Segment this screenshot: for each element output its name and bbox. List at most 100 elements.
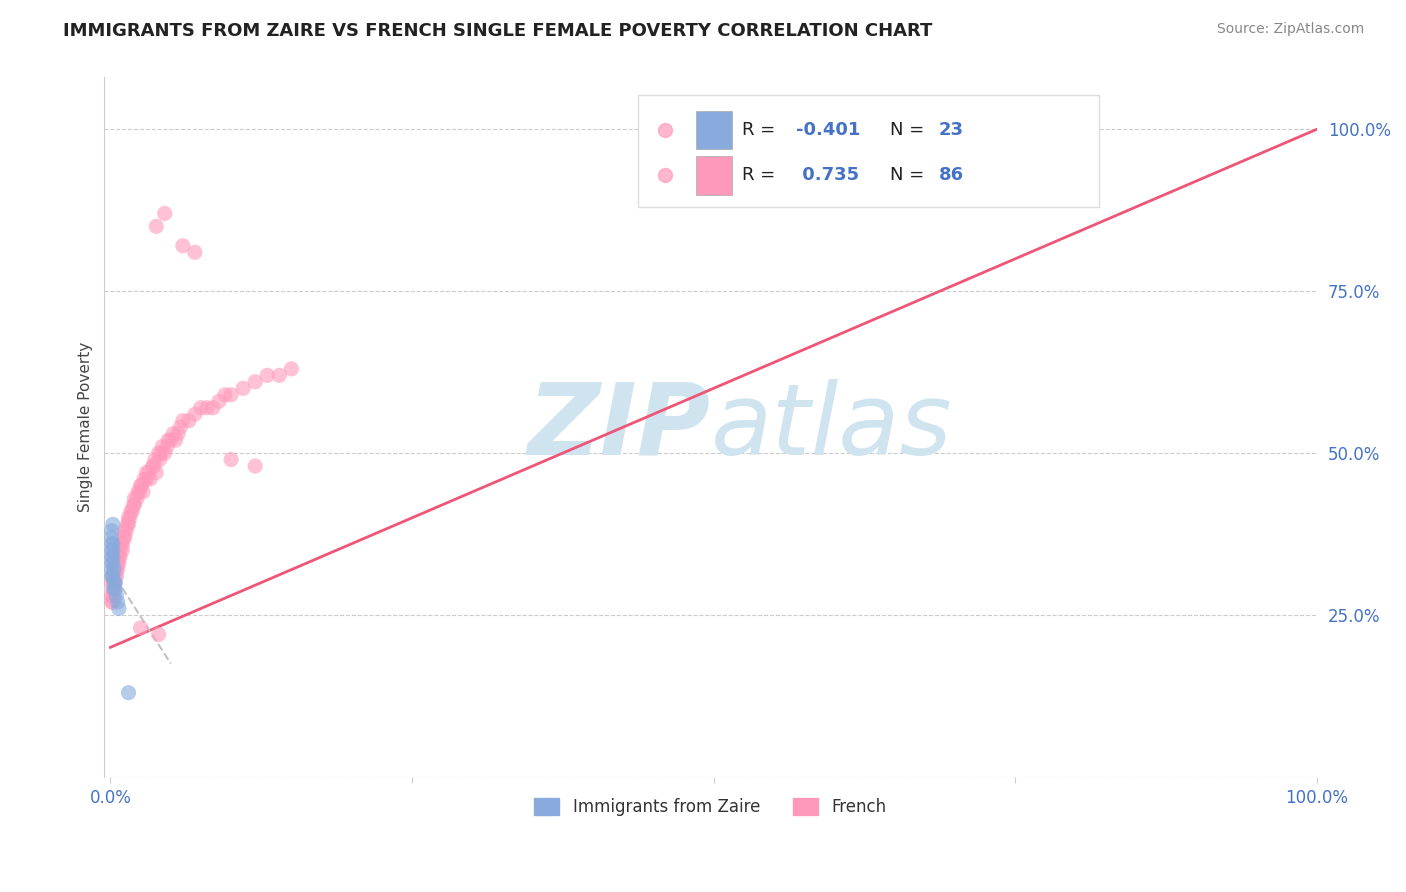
- Point: [120, 504, 142, 518]
- Point: [150, 440, 173, 454]
- Point: [104, 575, 127, 590]
- Text: N =: N =: [890, 167, 931, 185]
- Point: [245, 458, 267, 473]
- Point: [657, 170, 679, 185]
- Point: [269, 368, 291, 383]
- Point: [172, 414, 194, 428]
- Point: [107, 595, 129, 609]
- Point: [145, 466, 167, 480]
- Point: [127, 484, 149, 499]
- Point: [108, 601, 131, 615]
- Point: [156, 440, 179, 454]
- Point: [101, 595, 124, 609]
- Point: [107, 556, 129, 570]
- Point: [101, 549, 124, 564]
- Point: [128, 484, 150, 499]
- Point: [167, 426, 190, 441]
- Point: [105, 563, 128, 577]
- Point: [195, 401, 218, 415]
- Point: [643, 142, 665, 156]
- Point: [208, 394, 231, 409]
- Text: 23: 23: [939, 121, 963, 139]
- Point: [101, 517, 124, 532]
- Point: [153, 206, 176, 220]
- Point: [159, 433, 181, 447]
- Point: [103, 575, 125, 590]
- Text: 0.735: 0.735: [796, 167, 859, 185]
- Point: [100, 530, 122, 544]
- Point: [108, 556, 131, 570]
- Point: [100, 575, 122, 590]
- Point: [115, 524, 138, 538]
- Point: [111, 537, 134, 551]
- Point: [245, 375, 267, 389]
- Point: [100, 563, 122, 577]
- Point: [103, 575, 125, 590]
- Point: [280, 362, 302, 376]
- Point: [100, 589, 122, 603]
- Point: [148, 446, 170, 460]
- Point: [138, 466, 160, 480]
- Point: [131, 478, 153, 492]
- Point: [201, 401, 224, 415]
- Text: R =: R =: [742, 167, 782, 185]
- Point: [132, 484, 155, 499]
- Text: R =: R =: [742, 121, 782, 139]
- Point: [214, 388, 236, 402]
- Point: [157, 433, 180, 447]
- Point: [169, 420, 191, 434]
- Point: [153, 446, 176, 460]
- Point: [103, 589, 125, 603]
- Point: [114, 524, 136, 538]
- Point: [219, 452, 242, 467]
- Point: [232, 381, 254, 395]
- Text: ZIP: ZIP: [527, 378, 710, 475]
- Text: N =: N =: [890, 121, 931, 139]
- Point: [124, 498, 146, 512]
- Point: [100, 549, 122, 564]
- Point: [117, 686, 139, 700]
- Point: [256, 368, 278, 383]
- Point: [101, 589, 124, 603]
- Point: [100, 537, 122, 551]
- Point: [100, 556, 122, 570]
- FancyBboxPatch shape: [638, 95, 1098, 207]
- Point: [143, 452, 166, 467]
- Point: [101, 556, 124, 570]
- Point: [111, 543, 134, 558]
- Point: [703, 135, 725, 149]
- Point: [100, 524, 122, 538]
- Point: [129, 621, 152, 635]
- Point: [100, 595, 122, 609]
- Text: Source: ZipAtlas.com: Source: ZipAtlas.com: [1216, 22, 1364, 37]
- Point: [124, 491, 146, 506]
- Text: atlas: atlas: [710, 378, 952, 475]
- Point: [135, 466, 157, 480]
- Text: 86: 86: [939, 167, 963, 185]
- Point: [105, 569, 128, 583]
- Point: [165, 433, 187, 447]
- Point: [108, 549, 131, 564]
- Point: [142, 458, 165, 473]
- Point: [219, 388, 242, 402]
- Point: [112, 530, 135, 544]
- Point: [114, 530, 136, 544]
- Point: [108, 549, 131, 564]
- Legend: Immigrants from Zaire, French: Immigrants from Zaire, French: [526, 789, 896, 824]
- Point: [117, 517, 139, 532]
- Point: [134, 472, 156, 486]
- Point: [103, 582, 125, 596]
- Point: [122, 498, 145, 512]
- Text: IMMIGRANTS FROM ZAIRE VS FRENCH SINGLE FEMALE POVERTY CORRELATION CHART: IMMIGRANTS FROM ZAIRE VS FRENCH SINGLE F…: [63, 22, 932, 40]
- Point: [142, 458, 165, 473]
- Point: [104, 575, 127, 590]
- Point: [118, 511, 141, 525]
- FancyBboxPatch shape: [696, 156, 733, 195]
- Point: [125, 491, 148, 506]
- Point: [101, 569, 124, 583]
- Point: [117, 517, 139, 532]
- Point: [190, 401, 212, 415]
- Point: [104, 582, 127, 596]
- Point: [107, 563, 129, 577]
- Point: [177, 414, 200, 428]
